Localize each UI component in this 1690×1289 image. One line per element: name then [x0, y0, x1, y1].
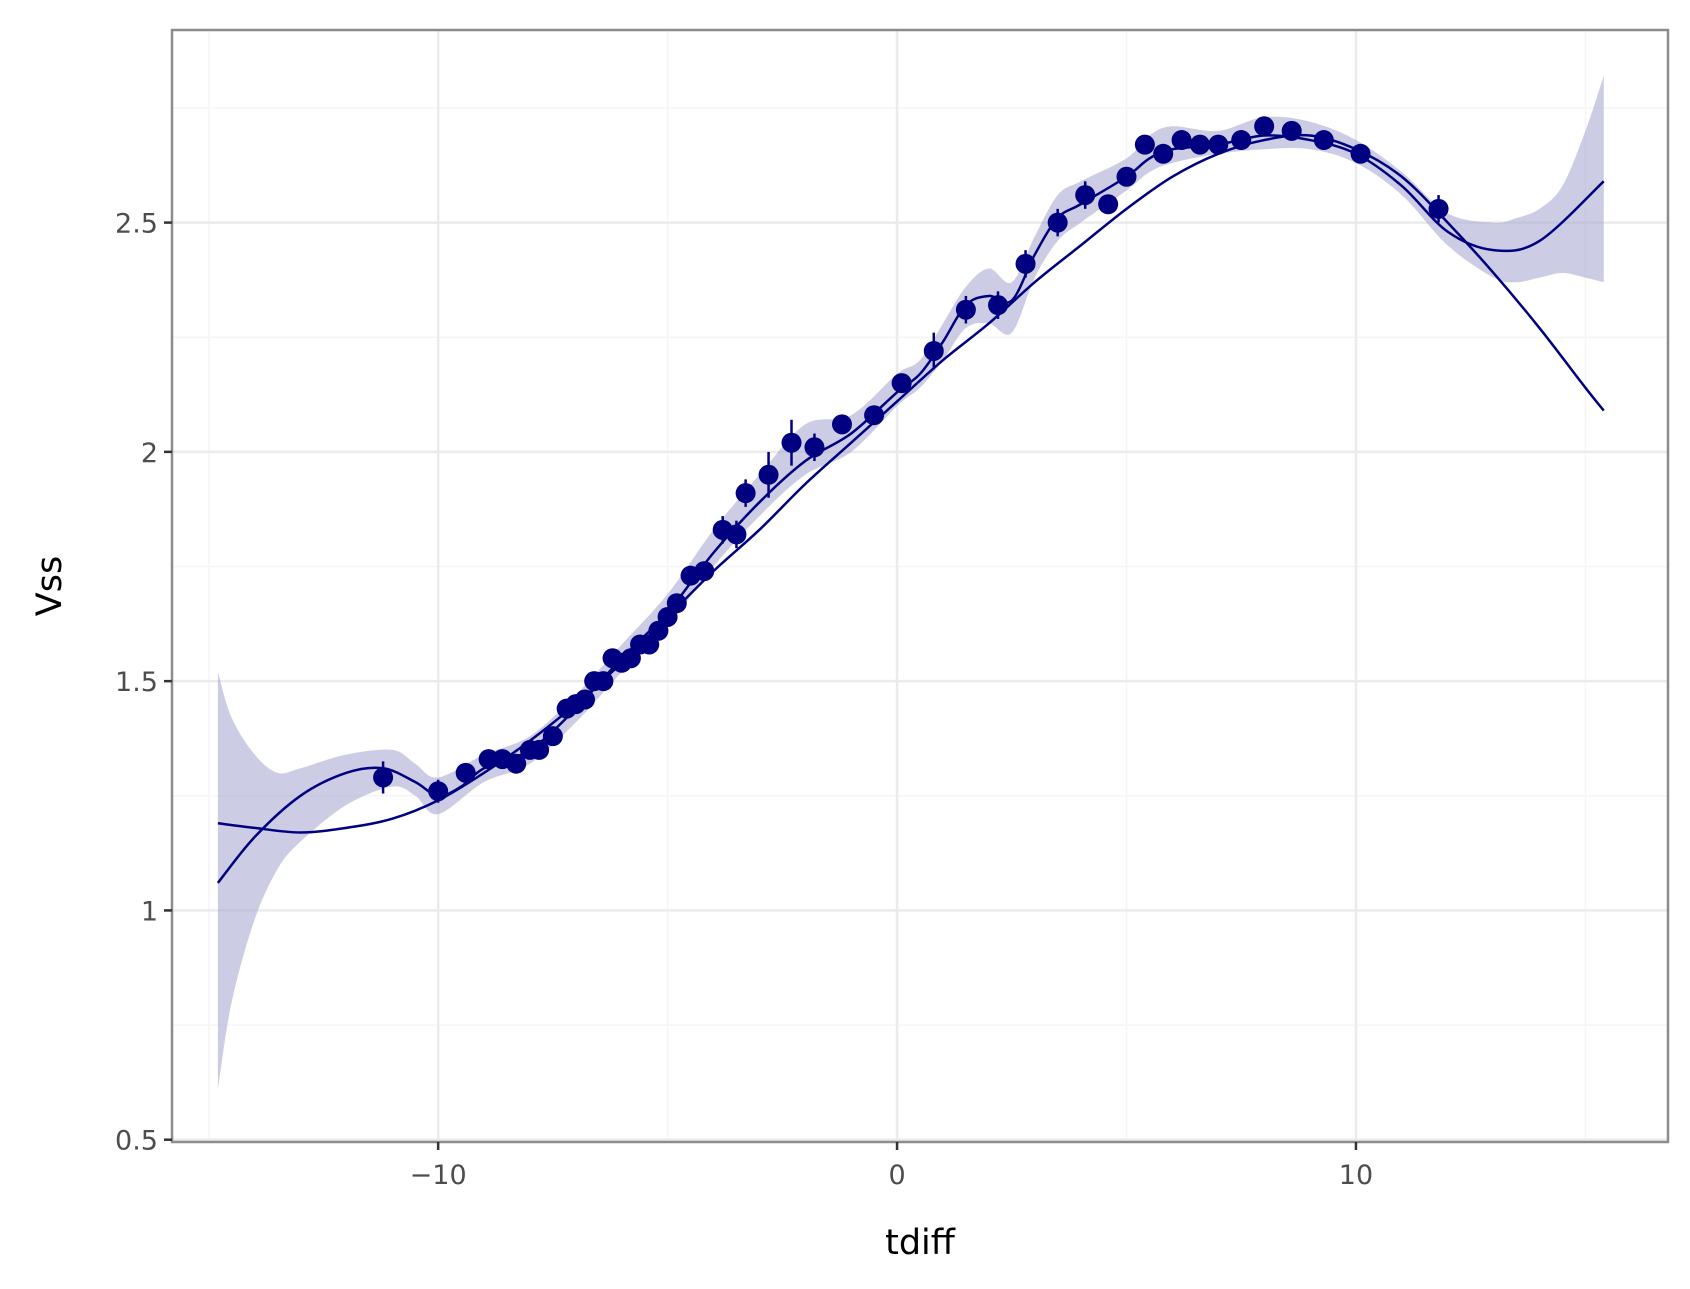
- data-point: [726, 524, 747, 545]
- data-point: [1208, 134, 1229, 155]
- data-point: [575, 689, 596, 710]
- panel-border: [170, 28, 1670, 1144]
- data-point: [891, 373, 912, 394]
- y-tick-label: 2.5: [115, 209, 158, 240]
- x-tick-label: 10: [1339, 1160, 1373, 1191]
- data-point: [1428, 198, 1449, 219]
- data-point: [666, 593, 687, 614]
- data-point: [529, 739, 550, 760]
- data-point: [1189, 134, 1210, 155]
- data-point: [542, 726, 563, 747]
- data-point: [1254, 116, 1275, 137]
- data-point: [1075, 185, 1096, 206]
- data-point: [831, 414, 852, 435]
- data-point: [758, 464, 779, 485]
- data-point: [1015, 253, 1036, 274]
- data-point: [1116, 166, 1137, 187]
- data-point: [1281, 120, 1302, 141]
- data-point: [1134, 134, 1155, 155]
- x-tick-label: −10: [410, 1160, 467, 1191]
- data-point: [1313, 130, 1334, 151]
- data-point: [373, 767, 394, 788]
- data-point: [478, 749, 499, 770]
- y-axis-title: Vss: [30, 556, 70, 616]
- data-point: [988, 295, 1009, 316]
- y-tick-label: 1.5: [115, 667, 158, 698]
- data-point: [428, 781, 449, 802]
- data-point: [781, 432, 802, 453]
- data-point: [1047, 212, 1068, 233]
- x-axis-title: tdiff: [885, 1223, 956, 1263]
- y-tick-label: 1: [141, 896, 158, 927]
- data-point: [735, 483, 756, 504]
- data-point: [506, 753, 527, 774]
- data-point: [864, 405, 885, 426]
- data-point: [1231, 130, 1252, 151]
- data-point: [1153, 143, 1174, 164]
- data-points-layer: [373, 116, 1449, 803]
- tick-labels: −10 0 10 0.5 1 1.5 2 2.5: [115, 209, 1373, 1191]
- grid-major: [172, 30, 1668, 1142]
- data-point: [1098, 194, 1119, 215]
- x-tick-label: 0: [888, 1160, 905, 1191]
- axis-ticks: [164, 221, 1358, 1150]
- y-tick-label: 2: [141, 438, 158, 469]
- data-point: [694, 561, 715, 582]
- data-point: [455, 762, 476, 783]
- data-point: [804, 437, 825, 458]
- y-tick-label: 0.5: [115, 1126, 158, 1157]
- data-point: [1350, 143, 1371, 164]
- data-point: [955, 299, 976, 320]
- data-point: [1171, 130, 1192, 151]
- data-point: [923, 340, 944, 361]
- data-point: [593, 671, 614, 692]
